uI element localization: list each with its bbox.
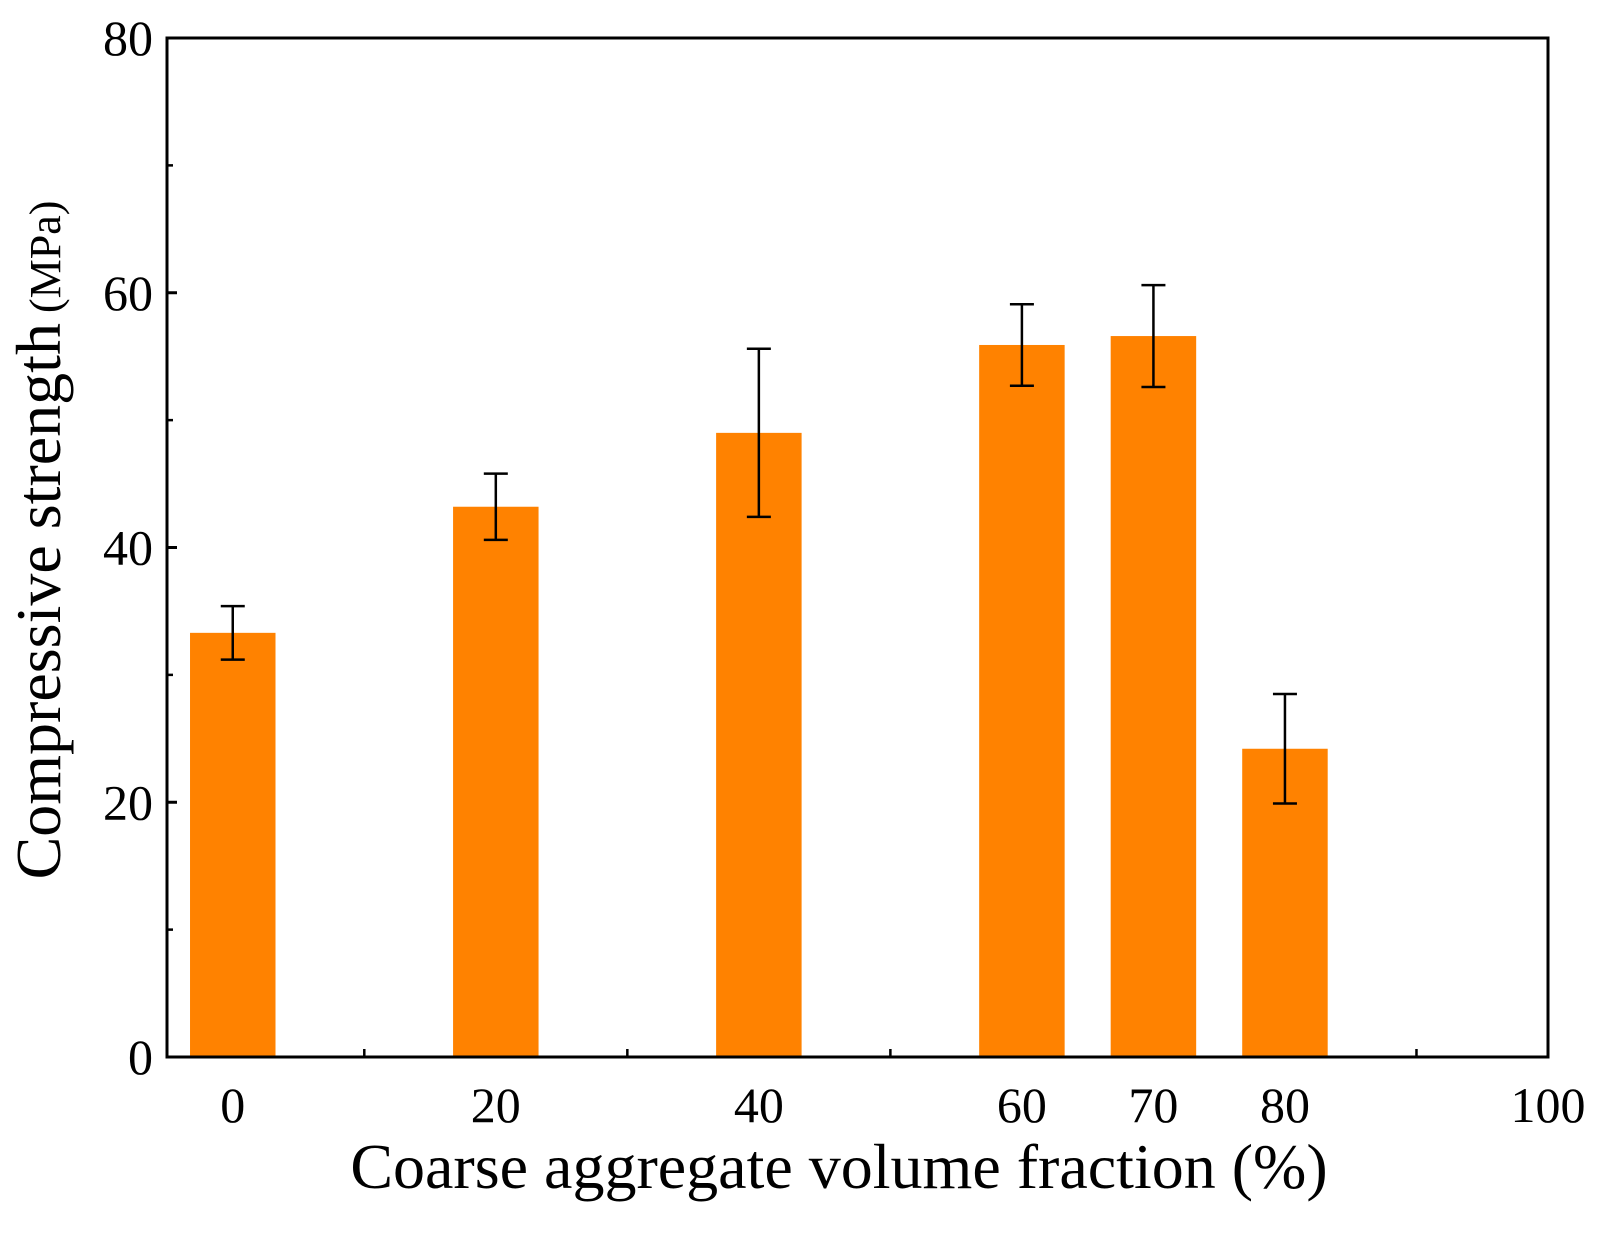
error-bar-0 [220, 604, 245, 661]
error-bar-70 [1141, 283, 1166, 389]
error-bar-40 [746, 347, 771, 519]
bar-70 [1110, 336, 1197, 1057]
y-axis-title-unit: (MPa) [21, 201, 70, 313]
y-axis-title: Compressive strength (MPa) [3, 201, 74, 880]
bar-40 [716, 432, 802, 1057]
bar-60 [979, 344, 1065, 1057]
x-tick-label: 70 [1128, 1077, 1178, 1133]
tick-labels-layer: 0 20 40 60 80 0 20 40 60 70 80 100 [103, 10, 1586, 1133]
error-bar-60 [1009, 302, 1034, 387]
ticks-layer [167, 36, 1418, 1059]
y-tick-label: 0 [128, 1029, 153, 1085]
bar-20 [453, 506, 539, 1057]
y-tick-label: 40 [103, 520, 153, 576]
error-bar-20 [483, 472, 508, 542]
x-tick-label: 100 [1511, 1077, 1586, 1133]
x-tick-label: 20 [471, 1077, 521, 1133]
bars-layer [190, 336, 1328, 1057]
y-tick-label: 60 [103, 265, 153, 321]
y-tick-label: 80 [103, 10, 153, 66]
x-tick-label: 40 [734, 1077, 784, 1133]
plot-frame [165, 36, 1550, 1059]
y-axis-title-main: Compressive strength [3, 323, 74, 879]
error-bars-layer [220, 283, 1297, 805]
x-axis-title: Coarse aggregate volume fraction (%) [350, 1131, 1327, 1202]
bar-0 [190, 632, 276, 1057]
y-tick-label: 20 [103, 774, 153, 830]
x-tick-label: 80 [1260, 1077, 1310, 1133]
x-tick-label: 60 [997, 1077, 1047, 1133]
x-tick-label: 0 [220, 1077, 245, 1133]
error-bar-80 [1272, 692, 1297, 805]
